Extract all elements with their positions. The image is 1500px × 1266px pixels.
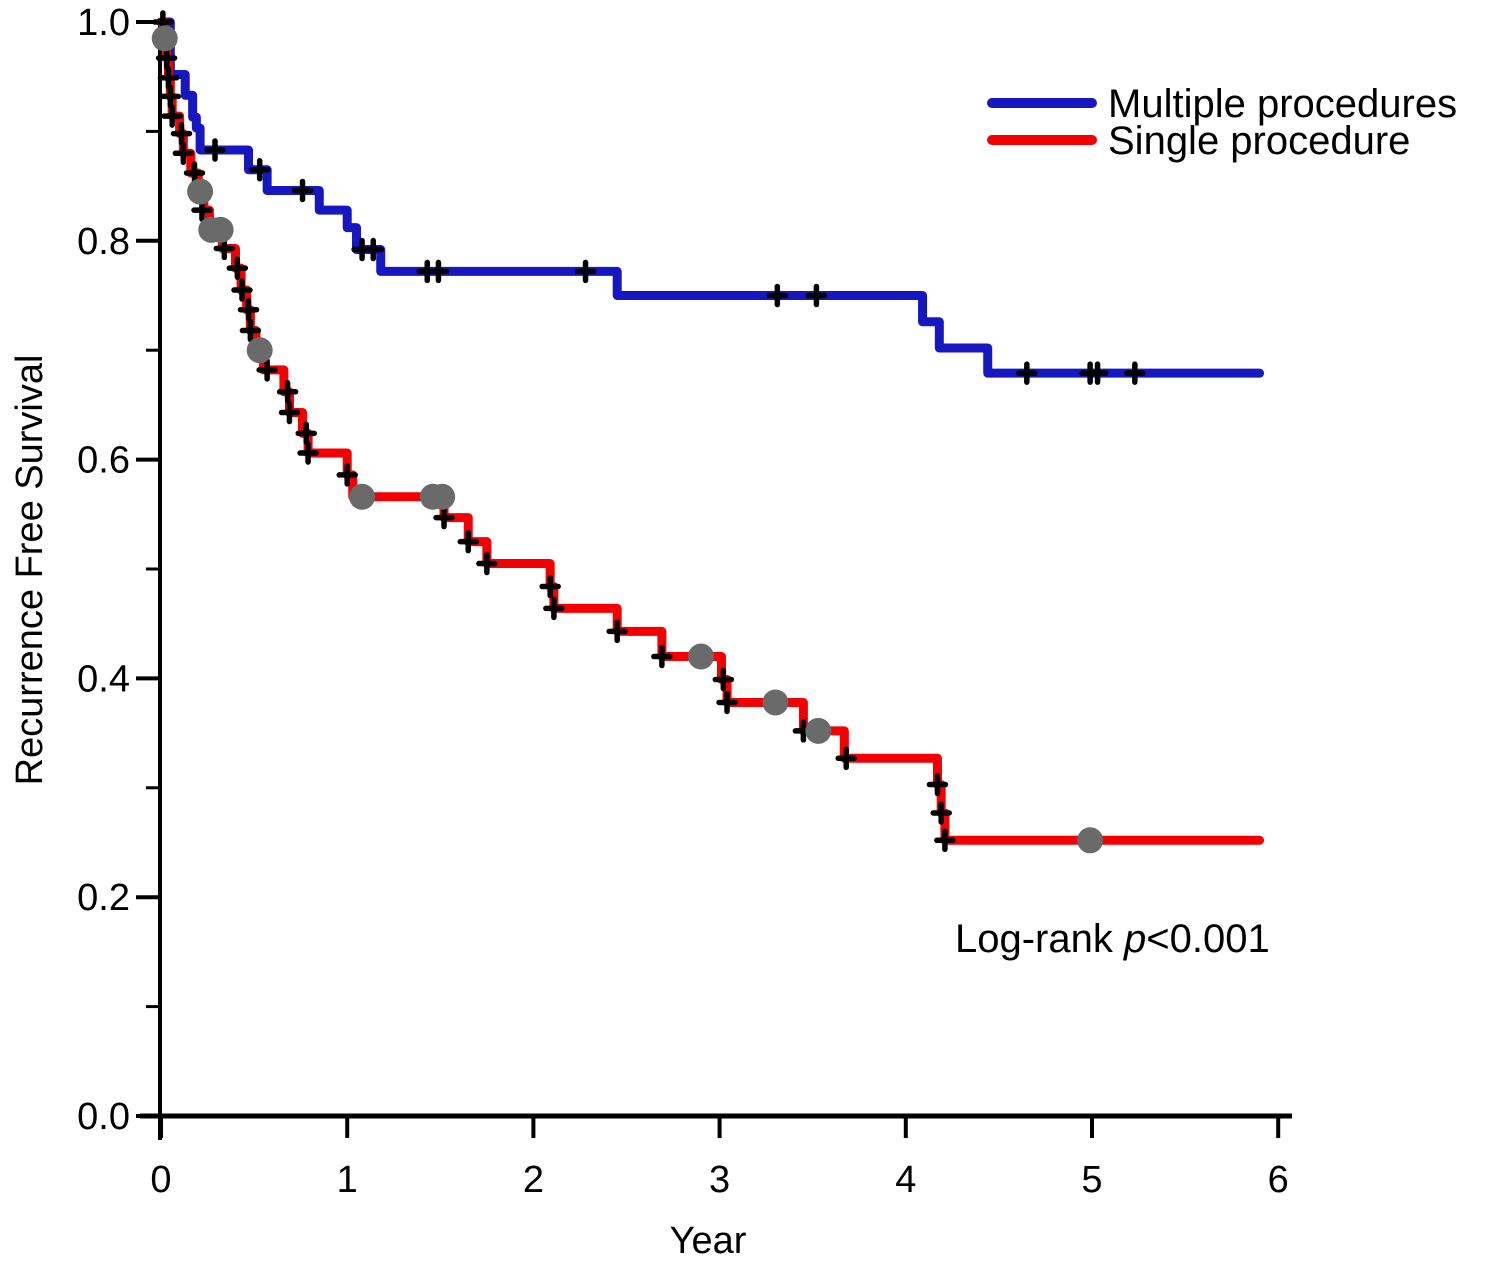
event-dot: [429, 483, 456, 510]
censor-mark: [543, 596, 565, 621]
censor-mark: [766, 283, 789, 308]
censor-mark: [170, 121, 193, 146]
logrank-annotation-prefix: Log-rank: [955, 917, 1124, 961]
censor-mark: [716, 690, 738, 715]
event-dot: [349, 483, 376, 510]
x-tick-label: 5: [1081, 1159, 1102, 1201]
event-dot: [1077, 827, 1104, 854]
y-tick-label: 0.2: [77, 877, 130, 919]
y-axis-title: Recurrence Free Survival: [9, 355, 51, 786]
censor-mark: [336, 463, 358, 487]
censor-mark: [276, 380, 299, 404]
logrank-annotation-value: <0.001: [1146, 917, 1269, 961]
censor-mark: [1124, 361, 1146, 385]
censor-mark: [231, 278, 253, 302]
x-tick-label: 1: [337, 1159, 358, 1201]
event-dot: [687, 643, 714, 670]
censor-mark: [155, 46, 178, 70]
censor-mark: [239, 318, 262, 343]
censor-mark: [427, 259, 450, 284]
event-dot: [187, 178, 214, 205]
censor-mark: [248, 157, 271, 182]
censor-mark: [295, 421, 317, 446]
event-dot: [762, 689, 789, 716]
censor-mark: [1086, 361, 1109, 385]
censor-marks: [152, 10, 1146, 853]
censor-mark: [574, 259, 597, 284]
censor-mark: [651, 644, 673, 669]
censor-mark: [237, 297, 260, 322]
censor-mark: [204, 138, 226, 162]
censor-mark: [159, 84, 182, 109]
x-tick-label: 2: [523, 1159, 544, 1201]
survival-curves: [156, 17, 1265, 845]
censor-mark: [606, 619, 628, 644]
y-tick-label: 1.0: [77, 2, 130, 44]
axes: [140, 18, 1292, 1140]
y-axis-ticks: 1.0 0.8 0.6 0.4 0.2 0.0: [77, 2, 160, 1138]
x-tick-label: 3: [709, 1159, 730, 1201]
x-tick-label: 4: [895, 1159, 916, 1201]
x-axis-title: Year: [670, 1220, 747, 1262]
censor-mark: [930, 801, 952, 825]
censor-mark: [226, 256, 249, 280]
censor-mark: [934, 828, 956, 853]
y-tick-label: 0.6: [77, 440, 130, 482]
censor-mark: [183, 161, 206, 185]
event-dot: [207, 216, 234, 243]
censor-mark: [362, 237, 385, 262]
censor-mark: [433, 505, 455, 530]
censor-mark: [457, 529, 479, 554]
censor-mark: [805, 283, 828, 308]
legend-label-single-procedure: Single procedure: [1108, 119, 1410, 163]
x-tick-label: 6: [1268, 1159, 1289, 1201]
censor-mark: [291, 178, 314, 203]
censor-mark: [476, 551, 498, 576]
y-tick-label: 0.0: [77, 1096, 130, 1138]
censor-mark: [712, 667, 735, 692]
y-tick-label: 0.4: [77, 658, 130, 700]
censor-mark: [1016, 361, 1038, 385]
x-axis-ticks: 0 1 2 3 4 5 6: [150, 1116, 1289, 1201]
event-dot: [151, 25, 178, 52]
event-dot: [246, 337, 273, 364]
censor-mark: [161, 104, 183, 128]
y-tick-label: 0.8: [77, 221, 130, 263]
censor-mark: [539, 574, 561, 599]
event-dot: [805, 717, 832, 744]
logrank-annotation-p: p: [1123, 917, 1146, 961]
censor-mark: [157, 66, 180, 90]
legend-label-multiple-procedures: Multiple procedures: [1108, 82, 1457, 126]
censor-mark: [278, 400, 301, 425]
censor-mark: [835, 746, 857, 771]
censor-mark: [256, 358, 278, 382]
censor-mark: [172, 141, 195, 166]
event-dots: [151, 25, 1104, 854]
logrank-annotation: Log-rank p<0.001: [955, 917, 1270, 961]
censor-mark: [297, 441, 319, 465]
multiple-procedures-curve: [156, 17, 1265, 378]
legend: Multiple procedures Single procedure: [987, 82, 1457, 163]
censor-mark: [926, 772, 949, 797]
single-procedure-curve: [156, 17, 1265, 845]
censor-mark: [213, 236, 236, 261]
x-tick-label: 0: [150, 1159, 171, 1201]
